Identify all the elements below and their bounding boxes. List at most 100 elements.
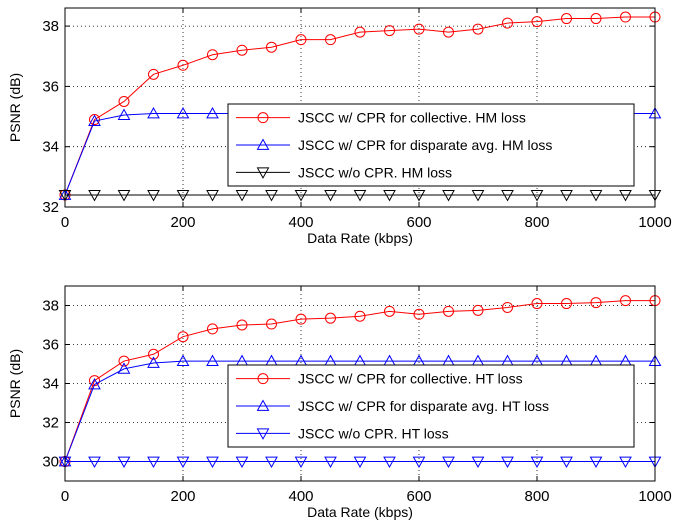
legend-label: JSCC w/ CPR for collective. HT loss	[298, 371, 523, 387]
data-point	[294, 190, 308, 202]
data-point	[530, 456, 544, 469]
y-tick-label: 38	[42, 298, 59, 315]
x-axis-label: Data Rate (kbps)	[307, 230, 413, 246]
data-point	[235, 456, 249, 469]
data-point	[561, 13, 572, 25]
y-tick-label: 36	[42, 78, 59, 95]
data-point	[384, 25, 395, 37]
data-point	[354, 26, 366, 38]
data-point	[384, 305, 395, 317]
data-point	[294, 456, 308, 469]
data-point	[413, 23, 425, 35]
legend-label: JSCC w/o CPR. HM loss	[298, 164, 452, 180]
data-point	[530, 190, 544, 202]
data-point	[561, 298, 572, 310]
data-point	[589, 190, 603, 202]
data-point	[325, 312, 336, 324]
legend: JSCC w/ CPR for collective. HM loss JSCC …	[227, 103, 635, 187]
data-point	[412, 456, 426, 469]
data-point	[88, 456, 101, 469]
data-point	[413, 308, 425, 320]
data-point	[206, 190, 219, 202]
data-point	[353, 456, 367, 469]
data-point	[236, 319, 248, 331]
data-point	[176, 190, 190, 202]
data-point	[118, 95, 130, 107]
data-point	[207, 49, 218, 61]
series-line	[64, 16, 655, 196]
legend-box	[227, 103, 635, 187]
data-point	[383, 456, 396, 469]
y-tick-label: 32	[42, 199, 59, 216]
data-point	[266, 41, 277, 53]
x-tick-label: 200	[170, 214, 195, 231]
data-point	[88, 114, 101, 126]
x-tick-label: 0	[61, 214, 69, 231]
data-point	[88, 377, 101, 390]
legend-marker	[257, 112, 269, 124]
data-point	[560, 190, 573, 202]
y-tick-label: 32	[42, 415, 59, 432]
y-tick-label: 30	[42, 454, 59, 471]
data-point	[502, 17, 513, 29]
plot-frame	[64, 285, 656, 482]
data-point	[147, 456, 160, 469]
legend-marker	[256, 428, 270, 440]
data-point	[118, 355, 130, 367]
data-point	[148, 68, 159, 80]
x-tick-label: 600	[406, 214, 431, 231]
x-tick-label: 400	[288, 214, 313, 231]
y-axis-label: PSNR (dB)	[7, 349, 23, 418]
legend-label: JSCC w/ CPR for collective. HM loss	[298, 110, 526, 126]
y-tick-label: 38	[42, 18, 59, 35]
data-point	[443, 26, 454, 38]
legend-marker	[256, 167, 270, 179]
data-point	[324, 456, 337, 469]
x-tick-label: 800	[524, 488, 549, 505]
data-point	[176, 456, 190, 469]
x-tick-label: 200	[170, 488, 195, 505]
series-2	[58, 456, 662, 469]
series-line	[64, 300, 655, 462]
chart-ht-loss: 0 200 400 600 800 1000 30 32 34 36 38 Data Rate (kb…	[7, 285, 672, 520]
data-point	[531, 16, 543, 28]
data-point	[206, 354, 219, 366]
data-point	[590, 297, 602, 309]
x-axis-label: Data Rate (kbps)	[307, 504, 413, 520]
data-point	[472, 23, 484, 35]
data-point	[236, 44, 248, 56]
y-axis-label: PSNR (dB)	[7, 73, 23, 142]
data-point	[117, 362, 131, 374]
data-point	[412, 190, 426, 202]
x-tick-label: 1000	[638, 488, 671, 505]
data-point	[383, 190, 396, 202]
data-point	[176, 107, 190, 119]
data-point	[501, 456, 514, 469]
data-point	[325, 34, 336, 46]
x-tick-label: 0	[61, 488, 69, 505]
data-point	[265, 456, 278, 469]
data-point	[560, 456, 573, 469]
y-tick-label: 34	[42, 376, 59, 393]
data-point	[619, 456, 632, 469]
x-tick-label: 1000	[638, 214, 671, 231]
data-point	[295, 313, 307, 325]
legend-box	[227, 364, 635, 448]
x-tick-label: 600	[406, 488, 431, 505]
legend-marker	[256, 399, 270, 411]
chart-hm-loss: 0 200 400 600 800 1000 32 34 36 38 Data Rate (kbps…	[7, 7, 672, 246]
data-point	[472, 304, 484, 316]
data-point	[443, 305, 454, 317]
data-point	[619, 190, 632, 202]
legend-marker	[256, 138, 270, 150]
data-point	[354, 310, 366, 322]
data-point	[324, 190, 337, 202]
data-point	[147, 107, 160, 119]
data-point	[502, 301, 513, 313]
data-point	[442, 190, 455, 202]
data-point	[295, 34, 307, 46]
data-point	[177, 331, 189, 343]
data-point	[147, 190, 160, 202]
data-point	[176, 354, 190, 366]
